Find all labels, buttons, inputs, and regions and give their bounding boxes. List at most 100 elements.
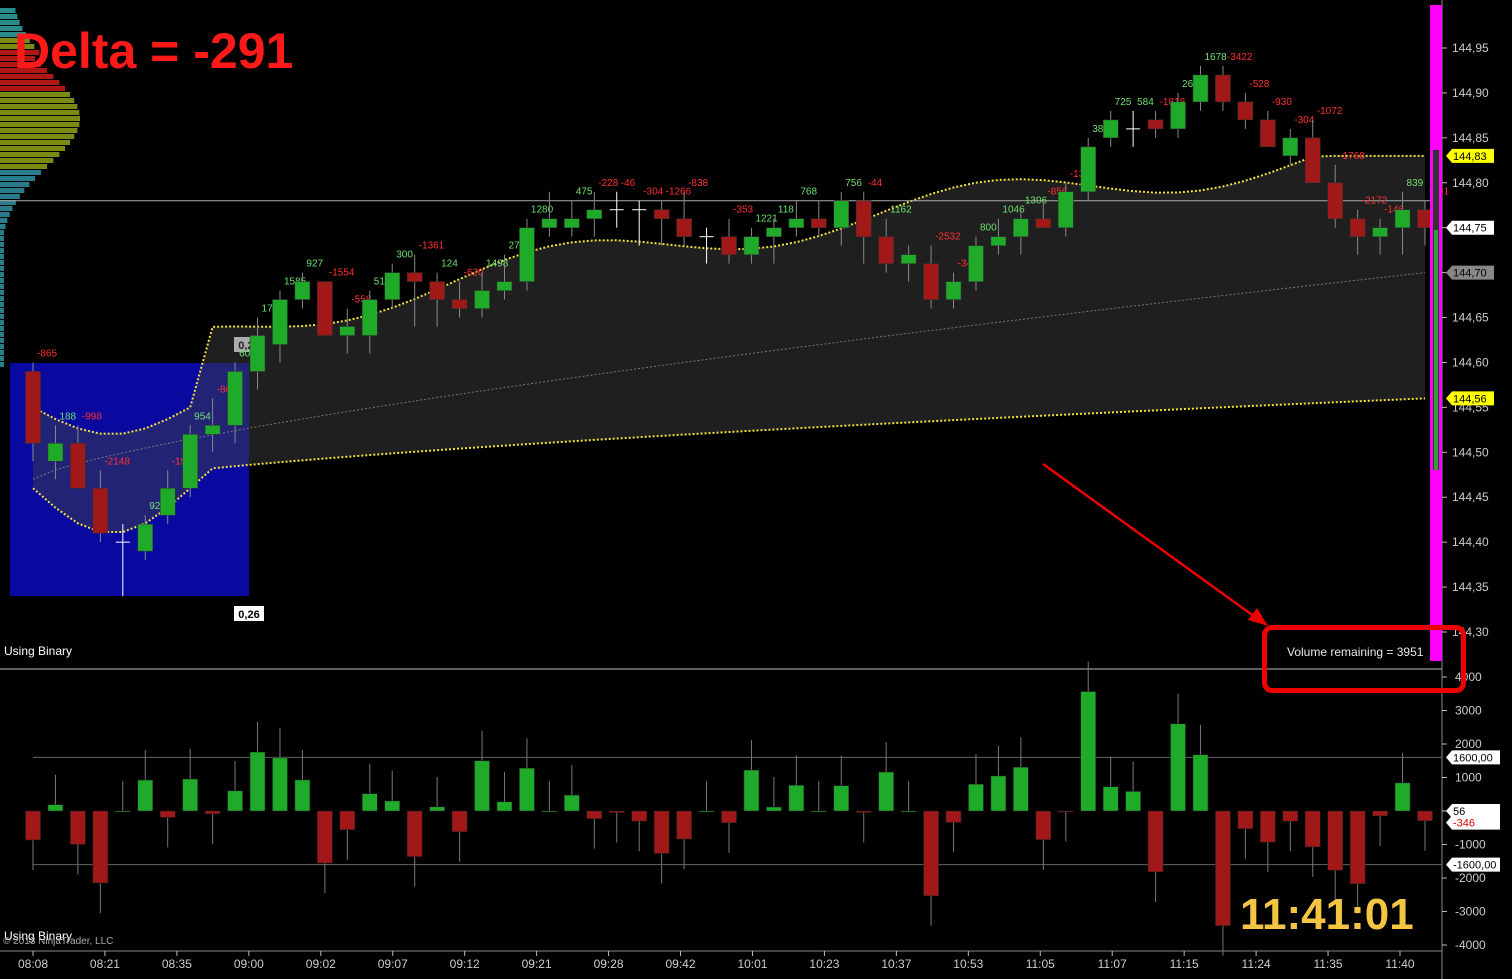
candle-delta-label: 725: [1115, 97, 1132, 108]
volume-bar: [496, 801, 513, 812]
time-tick-label: 11:15: [1170, 957, 1199, 971]
candle-body: [1215, 74, 1231, 103]
candle-delta-label: 924: [149, 501, 166, 512]
volume-profile-bar: [0, 158, 54, 163]
candle-delta-label: -146: [1384, 205, 1404, 216]
candle-body: [1260, 119, 1276, 148]
volume-profile-bar: [0, 206, 13, 211]
volume-bar: [451, 810, 468, 833]
using-binary-label-top: Using Binary: [4, 644, 73, 658]
opening-range-box: [10, 363, 249, 596]
box-label-bg: [234, 606, 264, 621]
time-tick-label: 11:07: [1098, 957, 1127, 971]
volume-bar: [92, 810, 109, 884]
time-tick-label: 09:42: [666, 957, 696, 971]
candle-body: [1147, 119, 1164, 130]
annotation-arrow: [1042, 462, 1263, 624]
candle-body: [159, 487, 176, 516]
time-tick-label: 11:40: [1385, 957, 1414, 971]
candle-body: [272, 299, 288, 345]
price-marker-label: 144,56: [1453, 393, 1487, 405]
candle-body: [1013, 218, 1029, 237]
candle-body: [92, 487, 109, 534]
annotation-arrowhead: [1248, 608, 1268, 626]
volume-profile-bar: [0, 32, 26, 37]
candle-delta-label: -13: [1070, 169, 1085, 180]
candle-delta-label: 602: [239, 348, 256, 359]
volume-bar: [137, 779, 154, 812]
volume-bar: [227, 790, 243, 812]
candle-body: [900, 254, 917, 264]
volume-profile-bar: [0, 176, 36, 181]
candle-body: [406, 272, 423, 282]
volume-profile-bar: [0, 92, 71, 97]
volume-profile-bar: [0, 44, 35, 49]
price-marker-bg: [1446, 391, 1494, 406]
candle-delta-label: -46: [621, 178, 636, 189]
volume-bar: [115, 810, 131, 813]
candle-delta-label: -1768: [1339, 151, 1365, 162]
candle-body: [586, 209, 603, 219]
delta-title: Delta = -291: [14, 23, 294, 79]
volume-profile-bar: [0, 332, 4, 337]
time-tick-label: 10:37: [881, 957, 911, 971]
candle-delta-label: -192: [172, 456, 192, 467]
candle-delta-label: 1678: [1204, 52, 1227, 63]
candle-body: [47, 443, 64, 462]
volume-bar: [945, 810, 962, 823]
volume-profile-bar: [0, 188, 25, 193]
time-tick-label: 08:21: [90, 957, 120, 971]
time-tick-label: 08:35: [162, 957, 192, 971]
volume-profile-bar: [0, 200, 16, 205]
volume-profile-bar: [0, 242, 4, 247]
volume-profile-bar: [0, 224, 6, 229]
time-tick-label: 10:53: [953, 957, 983, 971]
price-tick-label: 144,80: [1452, 176, 1489, 190]
candle-delta-label: -44: [868, 178, 883, 189]
volume-profile-bar: [0, 344, 4, 349]
price-marker-bg: [1446, 265, 1494, 280]
volume-remaining: Volume remaining = 3951: [1287, 645, 1424, 659]
volume-bar: [25, 810, 41, 841]
candle-body: [227, 371, 243, 426]
candle-delta-label: 768: [800, 187, 817, 198]
time-tick-label: 09:28: [594, 957, 624, 971]
candle-delta-label: 1162: [890, 205, 912, 216]
volume-profile-bar: [0, 62, 41, 67]
candle-body: [1035, 218, 1052, 228]
candle-body: [1304, 137, 1321, 184]
candle-body: [855, 200, 872, 237]
candle-delta-label: 756: [845, 178, 862, 189]
candle-body: [1080, 146, 1096, 193]
candle-delta-label: 1221: [755, 214, 778, 225]
candle-body: [923, 263, 939, 300]
volume-bar: [474, 760, 490, 812]
candle-body: [182, 434, 198, 489]
candle-body: [474, 290, 490, 309]
copyright: © 2013 NinjaTrader, LLC: [3, 936, 114, 947]
volume-bar: [721, 810, 737, 824]
volume-bar: [384, 800, 400, 812]
volume-profile-bar: [0, 80, 60, 85]
volume-bar: [878, 771, 894, 812]
volume-bar: [272, 757, 288, 812]
candle-delta-label: -86: [217, 384, 232, 395]
price-tick-label: 144,50: [1452, 445, 1489, 459]
volume-profile-bar: [0, 338, 4, 343]
volume-bar: [317, 810, 333, 864]
volume-profile-bar: [0, 326, 4, 331]
candle-body: [833, 200, 850, 228]
candle-body: [70, 443, 86, 489]
volume-profile-bar: [0, 272, 4, 277]
volume-bar: [586, 810, 603, 819]
candle-delta-label: -558: [351, 295, 371, 306]
candle-delta-label: -1361: [419, 241, 445, 252]
volume-tick-label: -2000: [1455, 871, 1486, 885]
candle-body: [990, 236, 1007, 246]
candle-body: [496, 281, 513, 291]
volume-profile-bar: [0, 356, 4, 361]
candle-body: [564, 218, 580, 228]
volume-marker-bg: [1446, 857, 1500, 872]
volume-profile-bar: [0, 350, 4, 355]
volume-bar: [990, 775, 1007, 812]
